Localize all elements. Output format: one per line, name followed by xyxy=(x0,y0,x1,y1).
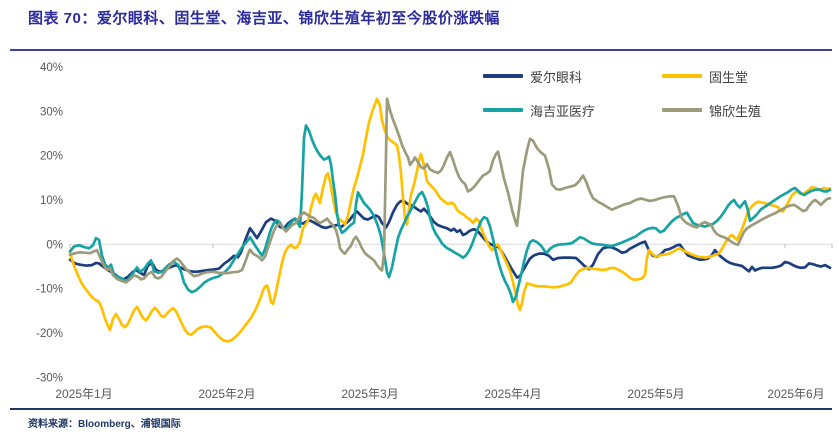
legend-label-gushengtang: 固生堂 xyxy=(709,69,749,85)
y-tick-label: 0% xyxy=(46,239,63,251)
legend-swatch-hygeia xyxy=(483,108,523,112)
x-tick-label: 2025年1月 xyxy=(55,387,112,401)
source-note: 资料来源：Bloomberg、浦银国际 xyxy=(28,419,181,430)
legend-swatch-jinxin xyxy=(662,108,702,112)
legend-label-jinxin: 锦欣生殖 xyxy=(709,103,762,119)
y-tick-label: -10% xyxy=(36,284,63,296)
series-line-gushengtang xyxy=(68,97,832,343)
x-tick-label: 2025年5月 xyxy=(627,387,684,401)
y-tick-label: -30% xyxy=(36,372,63,384)
x-tick-label: 2025年3月 xyxy=(341,387,398,401)
legend-item-hygeia: 海吉亚医疗 xyxy=(483,103,596,119)
legend-swatch-aier xyxy=(483,74,523,78)
x-tick-label: 2025年2月 xyxy=(198,387,255,401)
x-tick-label: 2025年4月 xyxy=(484,387,541,401)
y-tick-label: 10% xyxy=(40,195,63,207)
legend-item-jinxin: 锦欣生殖 xyxy=(662,103,762,119)
footer-divider-line xyxy=(10,408,832,410)
y-tick-label: 20% xyxy=(40,151,63,163)
y-tick-label: 30% xyxy=(40,106,63,118)
y-tick-label: -20% xyxy=(36,328,63,340)
y-tick-label: 40% xyxy=(40,62,63,74)
legend-label-aier: 爱尔眼科 xyxy=(530,69,583,85)
legend-swatch-gushengtang xyxy=(662,74,702,78)
x-tick-label: 2025年6月 xyxy=(767,387,824,401)
legend-label-hygeia: 海吉亚医疗 xyxy=(530,103,596,119)
series-line-jinxin xyxy=(68,97,832,284)
legend-item-gushengtang: 固生堂 xyxy=(662,69,749,85)
chart-title: 图表 70：爱尔眼科、固生堂、海吉亚、锦欣生殖年初至今股价涨跌幅 xyxy=(28,10,500,27)
legend-item-aier: 爱尔眼科 xyxy=(483,69,583,85)
series-line-hygeia xyxy=(68,124,832,304)
title-divider-line xyxy=(10,49,832,51)
